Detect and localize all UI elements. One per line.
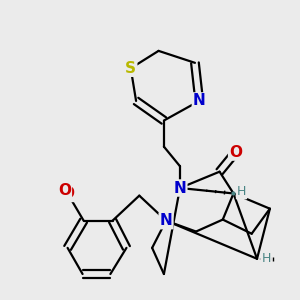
Text: N: N [160,213,172,228]
Text: S: S [125,61,136,76]
Text: H: H [261,252,271,265]
Text: N: N [174,181,186,196]
Text: N: N [193,93,206,108]
Text: H: H [237,185,246,198]
Text: O: O [58,183,71,198]
Text: O: O [61,186,74,201]
Text: O: O [229,145,242,160]
